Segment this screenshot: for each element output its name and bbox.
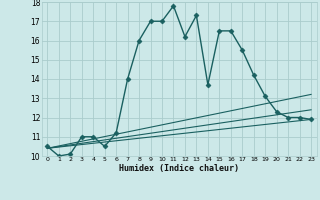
- X-axis label: Humidex (Indice chaleur): Humidex (Indice chaleur): [119, 164, 239, 173]
